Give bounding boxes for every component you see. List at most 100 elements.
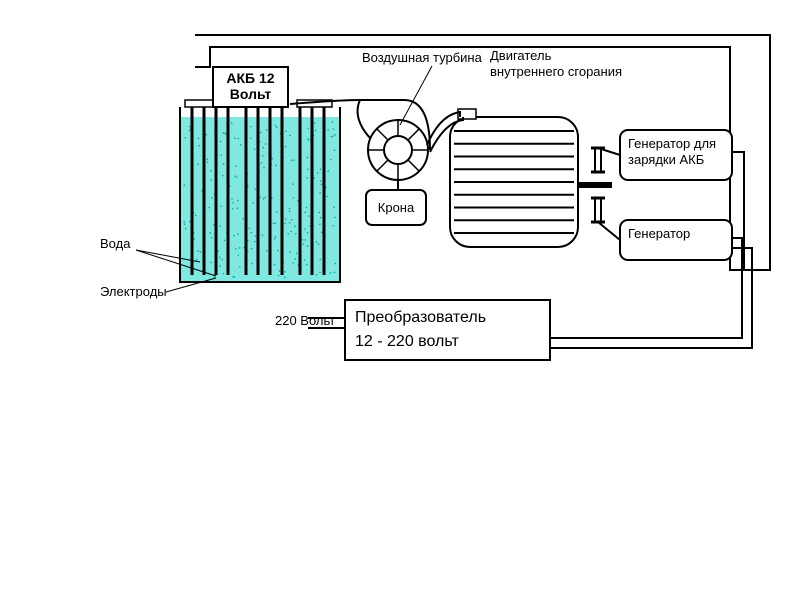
speckle xyxy=(319,271,321,273)
speckle xyxy=(293,159,295,161)
speckle xyxy=(277,250,279,252)
speckle xyxy=(250,232,252,234)
speckle xyxy=(330,159,332,161)
speckle xyxy=(208,207,210,209)
speckle xyxy=(318,212,320,214)
speckle xyxy=(254,148,256,150)
speckle xyxy=(306,207,308,209)
speckle xyxy=(221,259,223,261)
speckle xyxy=(236,176,238,178)
speckle xyxy=(237,200,239,202)
speckle xyxy=(321,232,323,234)
speckle xyxy=(285,146,287,148)
label-water: Вода xyxy=(100,236,131,251)
speckle xyxy=(332,135,334,137)
speckle xyxy=(262,155,264,157)
speckle xyxy=(307,245,309,247)
speckle xyxy=(332,121,334,123)
speckle xyxy=(234,137,236,139)
speckle xyxy=(330,272,332,274)
gen1-label-2: зарядки АКБ xyxy=(628,152,704,167)
speckle xyxy=(220,225,222,227)
speckle xyxy=(197,163,199,165)
battery-label-1: АКБ 12 xyxy=(226,70,274,86)
converter-label-1: Преобразователь xyxy=(355,309,486,326)
speckle xyxy=(333,225,335,227)
speckle xyxy=(235,248,237,250)
turbine-inner xyxy=(384,136,412,164)
speckle xyxy=(183,221,185,223)
speckle xyxy=(220,205,222,207)
label-engine-1: Двигатель xyxy=(490,48,552,63)
speckle xyxy=(302,239,304,241)
speckle xyxy=(232,202,234,204)
lead-air xyxy=(400,66,432,125)
krona-label: Крона xyxy=(378,200,415,215)
speckle xyxy=(255,235,257,237)
speckle xyxy=(210,170,212,172)
speckle xyxy=(289,251,291,253)
speckle xyxy=(231,198,233,200)
speckle xyxy=(211,197,213,199)
speckle xyxy=(307,168,309,170)
speckle xyxy=(210,262,212,264)
label-220v: 220 Вольт xyxy=(275,313,335,328)
speckle xyxy=(237,233,239,235)
speckle xyxy=(317,172,319,174)
speckle xyxy=(239,247,241,249)
speckle xyxy=(214,276,216,278)
speckle xyxy=(295,258,297,260)
speckle xyxy=(320,184,322,186)
speckle xyxy=(207,162,209,164)
speckle xyxy=(314,122,316,124)
speckle xyxy=(284,223,286,225)
speckle xyxy=(296,252,298,254)
speckle xyxy=(263,198,265,200)
speckle xyxy=(287,233,289,235)
speckle xyxy=(231,122,233,124)
speckle xyxy=(274,223,276,225)
speckle xyxy=(222,175,224,177)
speckle xyxy=(210,179,212,181)
speckle xyxy=(289,210,291,212)
speckle xyxy=(254,188,256,190)
speckle xyxy=(276,211,278,213)
speckle xyxy=(235,165,237,167)
speckle xyxy=(308,139,310,141)
speckle xyxy=(234,175,236,177)
speckle xyxy=(274,238,276,240)
speckle xyxy=(265,143,267,145)
speckle xyxy=(233,235,235,237)
speckle xyxy=(221,154,223,156)
speckle xyxy=(271,158,273,160)
speckle xyxy=(303,243,305,245)
speckle xyxy=(273,222,275,224)
speckle xyxy=(266,250,268,252)
speckle xyxy=(334,149,336,151)
speckle xyxy=(189,130,191,132)
speckle xyxy=(334,134,336,136)
speckle xyxy=(250,126,252,128)
speckle xyxy=(304,228,306,230)
speckle xyxy=(209,232,211,234)
speckle xyxy=(253,202,255,204)
speckle xyxy=(279,270,281,272)
speckle xyxy=(315,130,317,132)
label-electrodes: Электроды xyxy=(100,284,167,299)
speckle xyxy=(333,206,335,208)
speckle xyxy=(232,208,234,210)
speckle xyxy=(333,128,335,130)
speckle xyxy=(238,254,240,256)
speckle xyxy=(293,197,295,199)
speckle xyxy=(184,137,186,139)
speckle xyxy=(185,228,187,230)
speckle xyxy=(223,132,225,134)
speckle xyxy=(306,177,308,179)
speckle xyxy=(265,197,267,199)
speckle xyxy=(250,137,252,139)
label-engine-2: внутреннего сгорания xyxy=(490,64,622,79)
speckle xyxy=(240,144,242,146)
speckle xyxy=(284,277,286,279)
speckle xyxy=(284,271,286,273)
speckle xyxy=(196,259,198,261)
